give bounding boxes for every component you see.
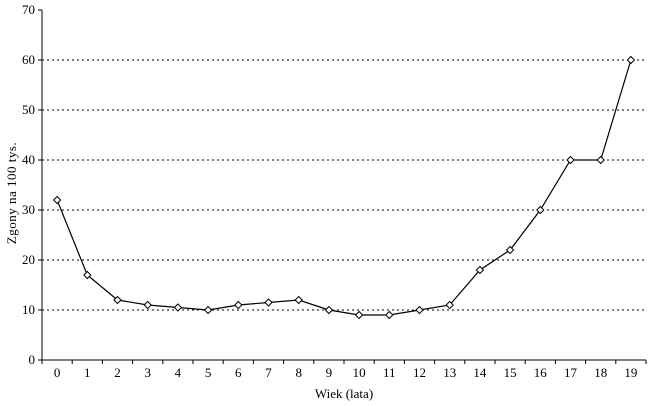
x-tick-label: 17 bbox=[564, 365, 578, 380]
x-tick-label: 5 bbox=[205, 365, 212, 380]
x-tick-label: 2 bbox=[114, 365, 121, 380]
x-tick-label: 1 bbox=[84, 365, 91, 380]
data-point-marker bbox=[385, 310, 394, 320]
x-tick-label: 12 bbox=[413, 365, 426, 380]
data-point-marker bbox=[52, 195, 62, 205]
x-tick-label: 11 bbox=[383, 365, 396, 380]
x-tick-label: 3 bbox=[144, 365, 151, 380]
y-tick-label: 10 bbox=[22, 302, 35, 317]
y-tick-label: 50 bbox=[22, 102, 35, 117]
data-point-marker bbox=[475, 265, 485, 275]
x-tick-label: 7 bbox=[265, 365, 272, 380]
data-point-marker bbox=[113, 295, 122, 305]
data-point-marker bbox=[566, 155, 575, 165]
data-point-marker bbox=[234, 300, 243, 310]
data-point-marker bbox=[173, 303, 183, 312]
data-point-marker bbox=[415, 305, 424, 315]
x-tick-label: 6 bbox=[235, 365, 242, 380]
data-point-marker bbox=[354, 310, 364, 320]
data-point-marker bbox=[294, 295, 303, 305]
x-axis-title: Wiek (lata) bbox=[314, 386, 374, 401]
x-tick-label: 18 bbox=[594, 365, 607, 380]
data-point-marker bbox=[143, 300, 152, 310]
x-tick-label: 0 bbox=[54, 365, 61, 380]
y-tick-label: 0 bbox=[29, 352, 36, 367]
y-tick-label: 70 bbox=[22, 2, 35, 17]
y-tick-label: 60 bbox=[22, 52, 35, 67]
x-tick-label: 9 bbox=[326, 365, 333, 380]
data-point-marker bbox=[505, 245, 515, 255]
data-point-marker bbox=[324, 305, 334, 315]
x-tick-label: 10 bbox=[353, 365, 366, 380]
y-tick-label: 20 bbox=[22, 252, 35, 267]
x-tick-label: 8 bbox=[295, 365, 302, 380]
x-tick-label: 16 bbox=[534, 365, 548, 380]
series-line bbox=[56, 59, 632, 316]
y-axis-title: Zgony na 100 tys. bbox=[4, 141, 19, 245]
y-tick-label: 30 bbox=[22, 202, 35, 217]
x-tick-label: 19 bbox=[624, 365, 637, 380]
x-tick-label: 14 bbox=[473, 365, 487, 380]
x-tick-label: 13 bbox=[443, 365, 456, 380]
x-tick-label: 4 bbox=[175, 365, 182, 380]
data-point-marker bbox=[626, 55, 636, 65]
data-point-marker bbox=[83, 270, 92, 280]
tick-marks bbox=[38, 9, 647, 364]
data-point-marker bbox=[203, 305, 213, 315]
data-point-marker bbox=[596, 155, 605, 165]
x-tick-label: 15 bbox=[504, 365, 517, 380]
data-point-marker bbox=[536, 205, 545, 215]
gridlines bbox=[42, 59, 646, 311]
data-point-marker bbox=[445, 300, 454, 310]
data-series bbox=[52, 55, 636, 320]
data-point-marker bbox=[264, 298, 273, 307]
y-tick-label: 40 bbox=[22, 152, 35, 167]
